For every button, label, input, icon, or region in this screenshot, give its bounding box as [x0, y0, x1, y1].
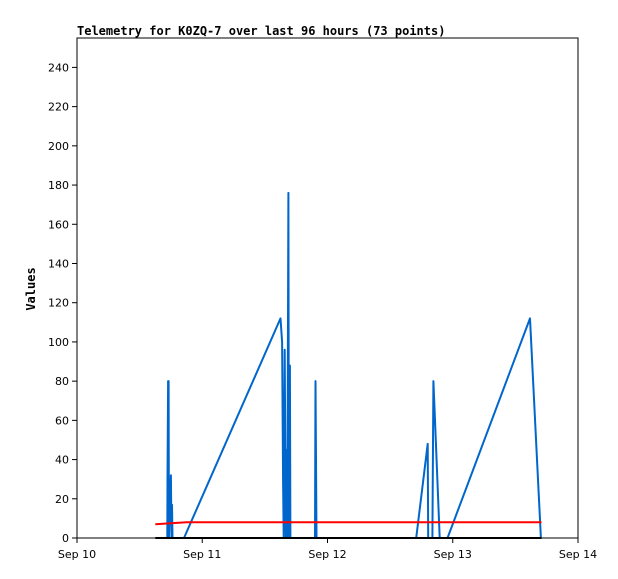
chart-title: Telemetry for K0ZQ-7 over last 96 hours … [77, 24, 445, 38]
x-tick-label: Sep 14 [559, 548, 597, 561]
y-tick-label: 200 [48, 140, 69, 153]
y-tick-label: 180 [48, 179, 69, 192]
y-tick-label: 100 [48, 336, 69, 349]
y-tick-label: 240 [48, 61, 69, 74]
x-tick-label: Sep 13 [434, 548, 472, 561]
y-tick-label: 120 [48, 297, 69, 310]
x-axis: Sep 10 Sep 11 Sep 12 Sep 13 Sep 14 [58, 538, 597, 561]
y-tick-label: 160 [48, 218, 69, 231]
y-axis-label: Values [24, 267, 38, 310]
x-tick-label: Sep 12 [308, 548, 346, 561]
x-tick-label: Sep 11 [183, 548, 221, 561]
series-layer [155, 191, 542, 539]
y-tick-label: 140 [48, 257, 69, 270]
y-tick-label: 0 [62, 532, 69, 545]
y-tick-label: 60 [55, 414, 69, 427]
y-tick-label: 20 [55, 493, 69, 506]
y-axis: 0 20 40 60 80 100 120 140 160 180 200 220 240 [48, 61, 77, 545]
x-tick-label: Sep 10 [58, 548, 96, 561]
y-tick-label: 220 [48, 101, 69, 114]
series-line-1 [155, 521, 542, 526]
y-tick-label: 40 [55, 454, 69, 467]
y-tick-label: 80 [55, 375, 69, 388]
